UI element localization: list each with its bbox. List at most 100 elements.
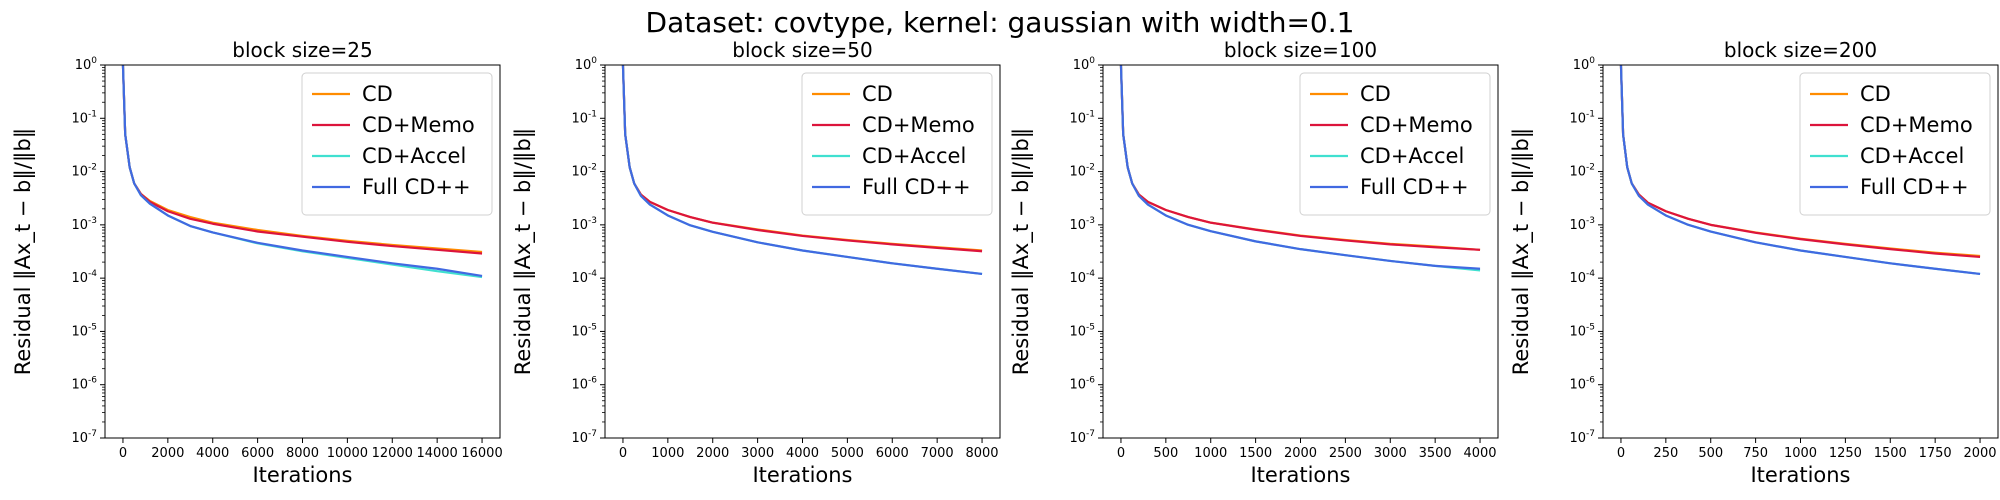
y-tick-label: 10-3 xyxy=(1569,216,1595,233)
y-tick-label: 10-7 xyxy=(1569,429,1595,446)
x-tick-label: 6000 xyxy=(241,446,274,461)
y-tick-label: 10-3 xyxy=(1069,216,1095,233)
y-axis-label: Residual ‖Ax_t − b‖/‖b‖ xyxy=(11,128,36,376)
x-tick-label: 2000 xyxy=(151,446,184,461)
x-tick-label: 8000 xyxy=(286,446,319,461)
y-tick-label: 10-7 xyxy=(571,429,597,446)
x-tick-label: 5000 xyxy=(831,446,864,461)
y-tick-label: 10-6 xyxy=(571,376,597,393)
x-tick-label: 7000 xyxy=(921,446,954,461)
subplot-grid: block size=250 2000 4000 6000 8000 10000 12000… xyxy=(11,38,1999,487)
y-tick-label: 10-7 xyxy=(1069,429,1095,446)
subplot-title: block size=50 xyxy=(732,38,872,62)
legend-label: CD+Memo xyxy=(862,113,975,137)
legend: CD CD+Memo CD+Accel Full CD++ xyxy=(1299,72,1491,216)
y-tick-label: 10-2 xyxy=(71,163,97,180)
x-tick-label: 500 xyxy=(1698,446,1723,461)
y-tick-label: 10-7 xyxy=(71,429,97,446)
x-tick-label: 4000 xyxy=(1463,446,1496,461)
x-tick-label: 16000 xyxy=(461,446,502,461)
y-tick-label: 10-6 xyxy=(71,376,97,393)
x-tick-label: 4000 xyxy=(786,446,819,461)
legend-label: CD+Memo xyxy=(1360,113,1473,137)
y-tick-label: 10-5 xyxy=(571,322,597,339)
legend-label: CD xyxy=(862,82,893,106)
series-line-full-cd- xyxy=(1119,65,1481,270)
figure-title: Dataset: covtype, kernel: gaussian with … xyxy=(646,6,1355,39)
x-tick-label: 10000 xyxy=(327,446,368,461)
x-tick-label: 0 xyxy=(1617,446,1625,461)
subplot-title: block size=200 xyxy=(1724,38,1877,62)
y-axis-label: Residual ‖Ax_t − b‖/‖b‖ xyxy=(1009,128,1034,376)
x-axis-label: Iterations xyxy=(1250,463,1350,487)
y-tick-label: 10-2 xyxy=(571,163,597,180)
x-tick-label: 2000 xyxy=(696,446,729,461)
legend: CD CD+Memo CD+Accel Full CD++ xyxy=(301,72,493,216)
series-lines xyxy=(1119,65,1481,272)
x-tick-label: 3000 xyxy=(1374,446,1407,461)
y-tick-label: 10-4 xyxy=(1069,269,1095,286)
subplot-2: block size=50 0 1000 2000 3000 4000 5000 6000 70… xyxy=(511,38,1001,487)
y-tick-label: 10-2 xyxy=(1069,163,1095,180)
series-lines xyxy=(1619,65,1981,276)
subplot-4: block size=200 0 250 500 750 1000 1250 1500 1750… xyxy=(1509,38,1999,487)
y-axis-label: Residual ‖Ax_t − b‖/‖b‖ xyxy=(1509,128,1534,376)
legend-label: Full CD++ xyxy=(862,175,971,199)
x-tick-label: 0 xyxy=(619,446,627,461)
legend: CD CD+Memo CD+Accel Full CD++ xyxy=(1799,72,1991,216)
y-tick-label: 10-1 xyxy=(1569,109,1595,126)
legend-label: Full CD++ xyxy=(1860,175,1969,199)
y-tick-label: 100 xyxy=(1573,56,1596,73)
x-tick-label: 3000 xyxy=(741,446,774,461)
x-tick-label: 500 xyxy=(1153,446,1178,461)
x-tick-label: 2000 xyxy=(1284,446,1317,461)
y-tick-label: 10-1 xyxy=(571,109,597,126)
legend-label: CD+Accel xyxy=(1360,144,1464,168)
x-tick-label: 250 xyxy=(1653,446,1678,461)
subplot-title: block size=25 xyxy=(232,38,372,62)
y-tick-label: 10-5 xyxy=(1069,322,1095,339)
x-axis-label: Iterations xyxy=(752,463,852,487)
y-tick-label: 10-2 xyxy=(1569,163,1595,180)
y-axis-label: Residual ‖Ax_t − b‖/‖b‖ xyxy=(511,128,536,376)
legend-box xyxy=(301,72,493,216)
subplot-3: block size=100 0 500 1000 1500 2000 2500 3000 35… xyxy=(1009,38,1499,487)
subplot-title: block size=100 xyxy=(1224,38,1377,62)
legend-box xyxy=(801,72,993,216)
series-lines xyxy=(121,65,483,279)
x-tick-label: 750 xyxy=(1743,446,1768,461)
x-tick-label: 3500 xyxy=(1419,446,1452,461)
x-tick-label: 1000 xyxy=(1784,446,1817,461)
subplot-1: block size=25 0 2000 4000 6000 8000 10000 12000… xyxy=(11,38,503,487)
legend-label: CD+Memo xyxy=(362,113,475,137)
x-tick-label: 4000 xyxy=(196,446,229,461)
legend-label: CD xyxy=(1360,82,1391,106)
legend-label: CD xyxy=(362,82,393,106)
y-tick-label: 10-5 xyxy=(71,322,97,339)
x-tick-label: 12000 xyxy=(372,446,413,461)
legend: CD CD+Memo CD+Accel Full CD++ xyxy=(801,72,993,216)
series-line-full-cd- xyxy=(1619,65,1981,276)
legend-box xyxy=(1799,72,1991,216)
x-tick-label: 1000 xyxy=(1194,446,1227,461)
y-tick-label: 10-1 xyxy=(71,109,97,126)
y-tick-label: 100 xyxy=(575,56,598,73)
legend-label: CD xyxy=(1860,82,1891,106)
x-axis-label: Iterations xyxy=(1750,463,1850,487)
legend-label: CD+Accel xyxy=(862,144,966,168)
x-tick-label: 1000 xyxy=(651,446,684,461)
y-tick-label: 10-4 xyxy=(71,269,97,286)
x-tick-label: 1500 xyxy=(1874,446,1907,461)
x-tick-label: 2000 xyxy=(1963,446,1996,461)
y-tick-label: 10-4 xyxy=(1569,269,1595,286)
legend-box xyxy=(1299,72,1491,216)
legend-label: CD+Memo xyxy=(1860,113,1973,137)
y-tick-label: 10-5 xyxy=(1569,322,1595,339)
x-tick-label: 1500 xyxy=(1239,446,1272,461)
y-tick-label: 10-1 xyxy=(1069,109,1095,126)
y-tick-label: 10-3 xyxy=(71,216,97,233)
y-tick-label: 100 xyxy=(1073,56,1096,73)
x-tick-label: 1250 xyxy=(1829,446,1862,461)
x-tick-label: 2500 xyxy=(1329,446,1362,461)
x-tick-label: 0 xyxy=(119,446,127,461)
